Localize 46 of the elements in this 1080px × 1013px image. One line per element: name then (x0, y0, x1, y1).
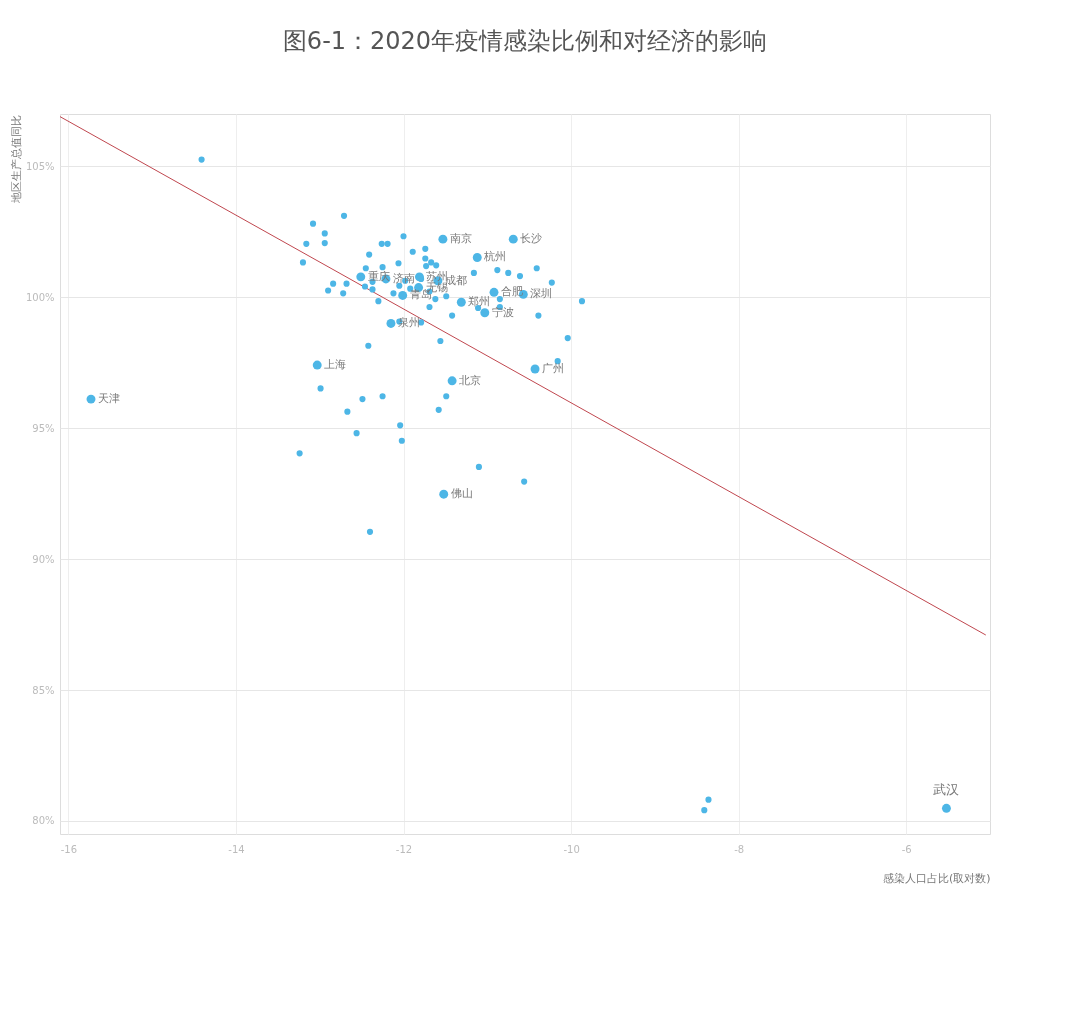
annotation: 泉州 (397, 316, 420, 330)
x-tick-label: -14 (228, 843, 245, 855)
point (414, 272, 424, 282)
point (86, 394, 96, 404)
point (356, 272, 366, 282)
annotation: 郑州 (468, 295, 491, 309)
point (480, 308, 490, 318)
annotation: 杭州 (483, 250, 507, 264)
point (438, 234, 448, 244)
annotation: 南京 (449, 232, 472, 246)
y-axis-title: 地区生产总值同比 (9, 114, 23, 204)
point (447, 376, 457, 386)
y-tick-label: 85% (32, 684, 55, 696)
x-tick-label: -8 (734, 843, 745, 855)
chart-title: 图6-1：2020年疫情感染比例和对经济的影响 (282, 27, 768, 55)
annotation: 广州 (542, 362, 565, 376)
point (398, 290, 408, 300)
point (312, 360, 322, 370)
x-tick-label: -6 (901, 843, 912, 855)
annotation: 宁波 (491, 305, 514, 319)
annotation: 上海 (324, 358, 347, 372)
annotation: 天津 (98, 392, 120, 406)
y-tick-label: 95% (32, 422, 55, 434)
point (439, 489, 449, 499)
y-tick-label: 90% (32, 553, 55, 565)
y-tick-label: 105% (25, 160, 55, 172)
point (508, 234, 518, 244)
x-tick-label: -16 (60, 843, 78, 855)
y-tick-label: 100% (25, 291, 55, 303)
point (472, 253, 482, 262)
point (941, 803, 951, 813)
annotation: 长沙 (520, 232, 543, 246)
point (456, 297, 466, 307)
annotation: 北京 (459, 373, 482, 387)
point (489, 287, 499, 297)
x-axis-title: 感染人口占比(取对数) (882, 871, 991, 885)
x-tick-label: -12 (395, 843, 413, 855)
point (530, 364, 540, 374)
annotation: 佛山 (450, 487, 473, 501)
y-tick-label: 80% (32, 815, 55, 827)
annotation: 济南 (392, 271, 415, 285)
annotation: 武汉 (933, 782, 960, 798)
point (386, 318, 396, 328)
annotation: 合肥 (501, 285, 523, 299)
x-tick-label: -10 (563, 843, 580, 855)
annotation: 深圳 (530, 287, 553, 301)
